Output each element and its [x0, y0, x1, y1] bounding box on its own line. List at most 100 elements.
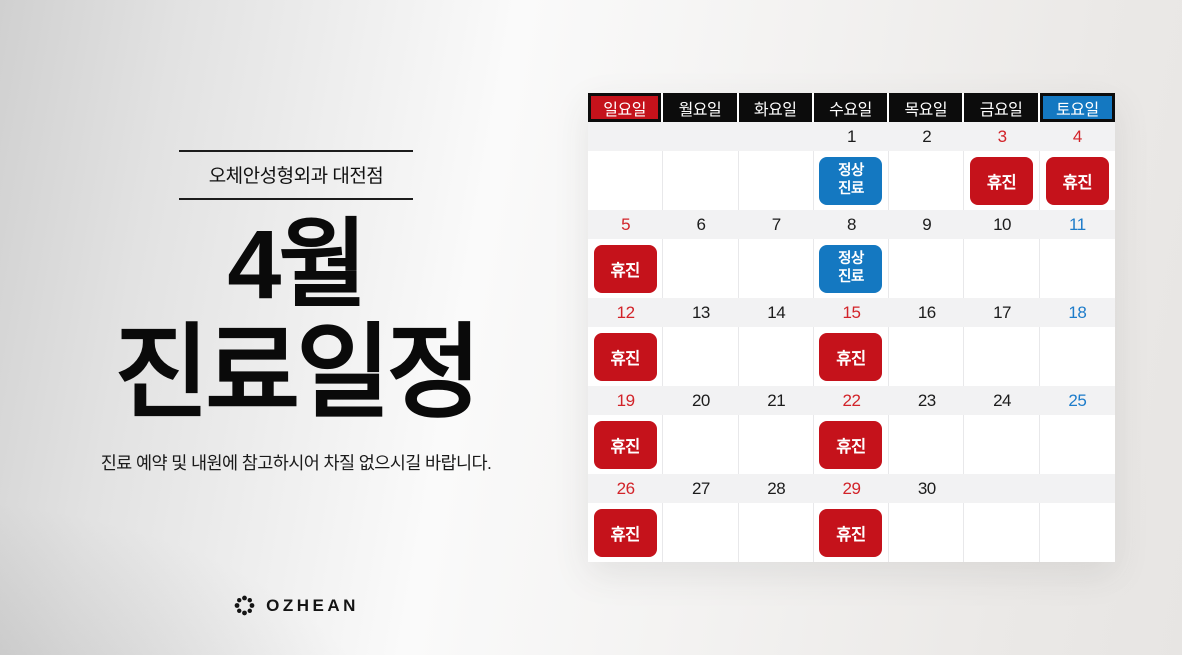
badge-cell: 휴진: [588, 327, 664, 386]
date-cell: 5: [621, 215, 631, 234]
date-cell: [588, 122, 663, 151]
date-cell: 29: [842, 479, 861, 498]
badge-label: 휴진: [610, 525, 640, 544]
calendar: 일요일 월요일 화요일 수요일 목요일 금요일 토요일 1 2 3 4 정상 진료 휴진 휴진 5 6 7 8 9 1…: [588, 93, 1115, 562]
date-cell: 2: [922, 127, 932, 146]
date-row: 19 20 21 22 23 24 25: [588, 386, 1115, 415]
date-cell: 10: [993, 215, 1012, 234]
page-title: 4월 진료일정: [114, 210, 481, 424]
date-cell: 22: [842, 391, 861, 410]
date-cell: 25: [1068, 391, 1087, 410]
weekday-header-weekday: 수요일: [813, 93, 890, 122]
date-cell: [964, 474, 1039, 503]
date-cell: [1040, 474, 1115, 503]
date-cell: [739, 122, 814, 151]
badge-cell: [1039, 327, 1115, 386]
badge-cell: [889, 503, 965, 562]
closed-badge: 휴진: [593, 332, 657, 381]
badge-label: 진료: [838, 180, 864, 197]
badge-cell: 휴진: [1039, 151, 1115, 210]
closed-badge: 휴진: [593, 420, 657, 469]
date-cell: 3: [997, 127, 1007, 146]
logo-text: OZHEAN: [266, 595, 359, 615]
badge-cell: 휴진: [813, 327, 890, 386]
clinic-label-block: 오체안성형외과 대전점: [179, 150, 413, 200]
date-row: 26 27 28 29 30: [588, 474, 1115, 503]
badge-cell: [738, 239, 814, 298]
date-cell: 20: [691, 391, 710, 410]
badge-cell: [964, 239, 1040, 298]
badge-cell: [889, 327, 965, 386]
badge-cell: [889, 415, 965, 474]
date-row: 5 6 7 8 9 10 11: [588, 210, 1115, 239]
closed-badge: 휴진: [593, 508, 657, 557]
badge-cell: 정상 진료: [813, 151, 890, 210]
badge-row: 휴진 휴진: [588, 327, 1115, 386]
badge-row: 휴진 휴진: [588, 415, 1115, 474]
date-cell: [663, 122, 738, 151]
badge-label: 휴진: [610, 349, 640, 368]
weekday-header-weekday: 화요일: [738, 93, 814, 122]
badge-cell: [964, 327, 1040, 386]
badge-label: 휴진: [836, 525, 866, 544]
divider-bottom: [179, 198, 413, 200]
date-cell: 21: [767, 391, 786, 410]
badge-label: 진료: [838, 268, 864, 285]
badge-cell: [663, 151, 739, 210]
badge-cell: 휴진: [813, 503, 890, 562]
badge-cell: [663, 239, 739, 298]
date-cell: 8: [847, 215, 856, 234]
date-cell: 14: [767, 303, 786, 322]
normal-care-badge: 정상 진료: [819, 156, 883, 205]
badge-label: 휴진: [986, 173, 1017, 192]
badge-row: 휴진 휴진: [588, 503, 1115, 562]
weekday-header-weekday: 금요일: [964, 93, 1040, 122]
badge-row: 정상 진료 휴진 휴진: [588, 151, 1115, 210]
subtitle: 진료 예약 및 내원에 참고하시어 차질 없으시길 바랍니다.: [100, 453, 492, 473]
closed-badge: 휴진: [593, 244, 657, 293]
date-cell: 17: [993, 303, 1012, 322]
closed-badge: 휴진: [970, 156, 1034, 205]
date-cell: 11: [1069, 215, 1086, 234]
badge-label: 정상: [838, 251, 864, 268]
date-cell: 27: [691, 479, 710, 498]
dot-flower-logo-icon: [233, 594, 256, 617]
calendar-weekday-header-row: 일요일 월요일 화요일 수요일 목요일 금요일 토요일: [588, 93, 1115, 122]
date-cell: 30: [917, 479, 936, 498]
badge-cell: [738, 327, 814, 386]
date-cell: 16: [917, 303, 936, 322]
date-cell: 9: [922, 215, 932, 234]
badge-cell: 휴진: [588, 415, 664, 474]
badge-label: 정상: [838, 163, 864, 180]
badge-cell: [1039, 415, 1115, 474]
badge-row: 휴진 정상 진료: [588, 239, 1115, 298]
divider-top: [179, 150, 413, 152]
date-cell: 4: [1072, 127, 1082, 146]
logo: OZHEAN: [60, 594, 532, 617]
date-row: 12 13 14 15 16 17 18: [588, 298, 1115, 327]
date-cell: 1: [847, 127, 856, 146]
badge-cell: 휴진: [588, 503, 664, 562]
badge-cell: [588, 151, 664, 210]
closed-badge: 휴진: [1045, 156, 1109, 205]
weekday-header-weekday: 목요일: [889, 93, 965, 122]
date-cell: 13: [691, 303, 710, 322]
closed-badge: 휴진: [819, 332, 883, 381]
badge-cell: [964, 415, 1040, 474]
weekday-header-saturday: 토요일: [1039, 93, 1115, 122]
date-cell: 28: [767, 479, 786, 498]
date-row: 1 2 3 4: [588, 122, 1115, 151]
badge-cell: [738, 503, 814, 562]
title-month: 4월: [227, 210, 367, 319]
normal-care-badge: 정상 진료: [819, 244, 883, 293]
date-cell: 26: [616, 479, 635, 498]
date-cell: 23: [917, 391, 936, 410]
badge-cell: 휴진: [588, 239, 664, 298]
date-cell: 7: [771, 215, 781, 234]
badge-cell: [738, 151, 814, 210]
date-cell: 6: [696, 215, 706, 234]
badge-label: 휴진: [1062, 173, 1093, 192]
calendar-body: 1 2 3 4 정상 진료 휴진 휴진 5 6 7 8 9 10 11 휴진 정상 진료 12 13 14 15 16 17 1…: [588, 122, 1115, 562]
badge-cell: 정상 진료: [813, 239, 890, 298]
